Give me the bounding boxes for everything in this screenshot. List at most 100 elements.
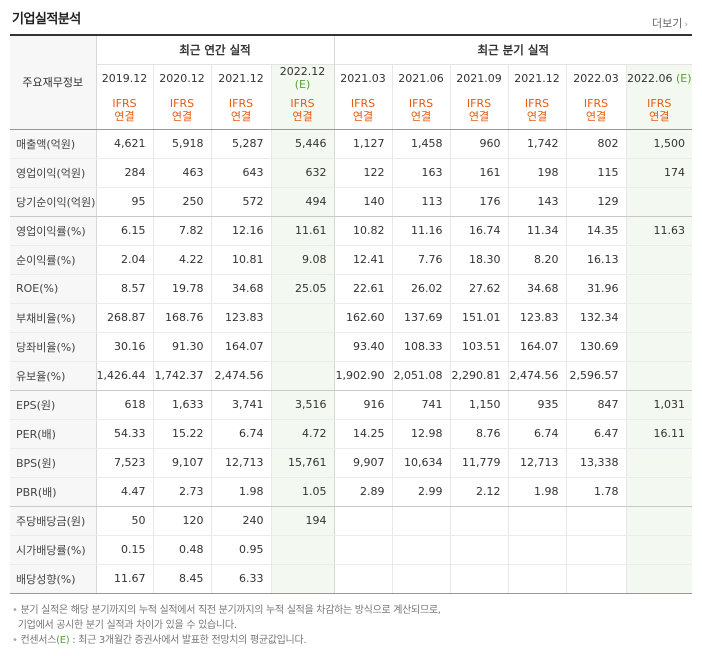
period-label: 2021.03 xyxy=(340,71,386,85)
table-cell: 11.67 xyxy=(95,564,153,594)
period-header: 2021.03 xyxy=(333,63,392,92)
table-row: 유보율(%) 1,426.44 1,742.37 2,474.56 1,902.90 2,… xyxy=(10,361,692,391)
table-cell: 164.07 xyxy=(507,332,566,362)
standard-line2: 연결 xyxy=(352,110,374,124)
row-label: 유보율(%) xyxy=(10,361,96,391)
table-cell: 34.68 xyxy=(507,274,566,304)
table-cell: 151.01 xyxy=(449,303,508,333)
accounting-standard: IFRS 연결 xyxy=(625,92,692,130)
table-row: 시가배당률(%) 0.15 0.48 0.95 xyxy=(10,535,692,565)
table-cell: 2.99 xyxy=(391,477,450,507)
table-cell: 12.41 xyxy=(333,245,392,275)
table-cell: 10.82 xyxy=(333,216,392,246)
table-cell: 122 xyxy=(333,158,392,188)
standard-line2: 연결 xyxy=(171,110,193,124)
table-cell xyxy=(270,303,334,333)
period-header: 2022.06 (E) xyxy=(625,63,692,92)
accounting-standard: IFRS 연결 xyxy=(333,92,392,130)
table-row: 매출액(억원) 4,621 5,918 5,287 5,446 1,127 1,458 960… xyxy=(10,129,692,159)
table-cell: 6.15 xyxy=(95,216,153,246)
table-cell: 7,523 xyxy=(95,448,153,478)
table-cell: 3,741 xyxy=(210,390,271,420)
table-cell: 643 xyxy=(210,158,271,188)
table-cell: 6.74 xyxy=(210,419,271,449)
table-cell: 176 xyxy=(449,187,508,217)
table-cell: 802 xyxy=(565,129,626,159)
table-row: 부채비율(%) 268.87 168.76 123.83 162.60 137.69 151… xyxy=(10,303,692,333)
table-cell: 0.15 xyxy=(95,535,153,565)
table-cell xyxy=(625,564,692,594)
period-label: 2020.12 xyxy=(159,71,205,85)
table-cell: 1,742 xyxy=(507,129,566,159)
accounting-standard: IFRS 연결 xyxy=(210,92,271,130)
accounting-standard: IFRS 연결 xyxy=(507,92,566,130)
table-cell xyxy=(625,245,692,275)
table-cell: 1,127 xyxy=(333,129,392,159)
table-cell: 12,713 xyxy=(507,448,566,478)
accounting-standard: IFRS 연결 xyxy=(565,92,626,130)
row-label: BPS(원) xyxy=(10,448,96,478)
table-cell: 163 xyxy=(391,158,450,188)
table-cell: 7.82 xyxy=(152,216,211,246)
table-cell: 137.69 xyxy=(391,303,450,333)
standard-line2: 연결 xyxy=(526,110,548,124)
table-cell xyxy=(449,564,508,594)
table-cell: 1.98 xyxy=(210,477,271,507)
table-cell xyxy=(507,564,566,594)
accounting-standard: IFRS 연결 xyxy=(152,92,211,130)
table-cell: 120 xyxy=(152,506,211,536)
table-cell: 240 xyxy=(210,506,271,536)
standard-line1: IFRS xyxy=(466,97,492,111)
table-cell: 1,150 xyxy=(449,390,508,420)
table-cell xyxy=(270,361,334,391)
footnotes: • 분기 실적은 해당 분기까지의 누적 실적에서 직전 분기까지의 누적 실적… xyxy=(12,603,692,648)
table-cell: 1,031 xyxy=(625,390,692,420)
period-label: 2021.06 xyxy=(398,71,444,85)
table-cell: 30.16 xyxy=(95,332,153,362)
row-label: PER(배) xyxy=(10,419,96,449)
period-header: 2021.09 xyxy=(449,63,508,92)
table-cell: 8.57 xyxy=(95,274,153,304)
table-cell xyxy=(565,564,626,594)
table-cell: 11.61 xyxy=(270,216,334,246)
table-cell: 16.11 xyxy=(625,419,692,449)
table-cell: 115 xyxy=(565,158,626,188)
standard-line1: IFRS xyxy=(408,97,434,111)
table-cell: 572 xyxy=(210,187,271,217)
table-cell xyxy=(625,187,692,217)
table-cell: 8.45 xyxy=(152,564,211,594)
row-label: EPS(원) xyxy=(10,390,96,420)
table-cell: 25.05 xyxy=(270,274,334,304)
period-header: 2021.06 xyxy=(391,63,450,92)
period-header: 2020.12 xyxy=(152,63,211,92)
table-cell: 174 xyxy=(625,158,692,188)
table-cell: 91.30 xyxy=(152,332,211,362)
table-cell xyxy=(333,535,392,565)
standard-line2: 연결 xyxy=(585,110,607,124)
table-cell xyxy=(625,274,692,304)
table-cell: 4.72 xyxy=(270,419,334,449)
table-cell xyxy=(391,564,450,594)
standard-line2: 연결 xyxy=(230,110,252,124)
table-cell: 95 xyxy=(95,187,153,217)
table-cell: 123.83 xyxy=(210,303,271,333)
table-cell: 5,446 xyxy=(270,129,334,159)
table-row: 배당성향(%) 11.67 8.45 6.33 xyxy=(10,564,692,594)
more-link[interactable]: 더보기 › xyxy=(652,15,688,31)
section-title: 기업실적분석 xyxy=(12,12,81,27)
table-cell: 123.83 xyxy=(507,303,566,333)
table-cell xyxy=(270,535,334,565)
table-cell: 129 xyxy=(565,187,626,217)
table-cell: 2,474.56 xyxy=(210,361,271,391)
table-cell: 194 xyxy=(270,506,334,536)
table-cell: 1,500 xyxy=(625,129,692,159)
standard-line1: IFRS xyxy=(112,97,137,111)
table-cell: 1,458 xyxy=(391,129,450,159)
table-cell xyxy=(391,535,450,565)
table-cell: 2.73 xyxy=(152,477,211,507)
table-cell: 847 xyxy=(565,390,626,420)
table-cell: 2.04 xyxy=(95,245,153,275)
period-label: 2019.12 xyxy=(101,71,148,85)
standard-line2: 연결 xyxy=(649,110,670,124)
table-cell: 7.76 xyxy=(391,245,450,275)
